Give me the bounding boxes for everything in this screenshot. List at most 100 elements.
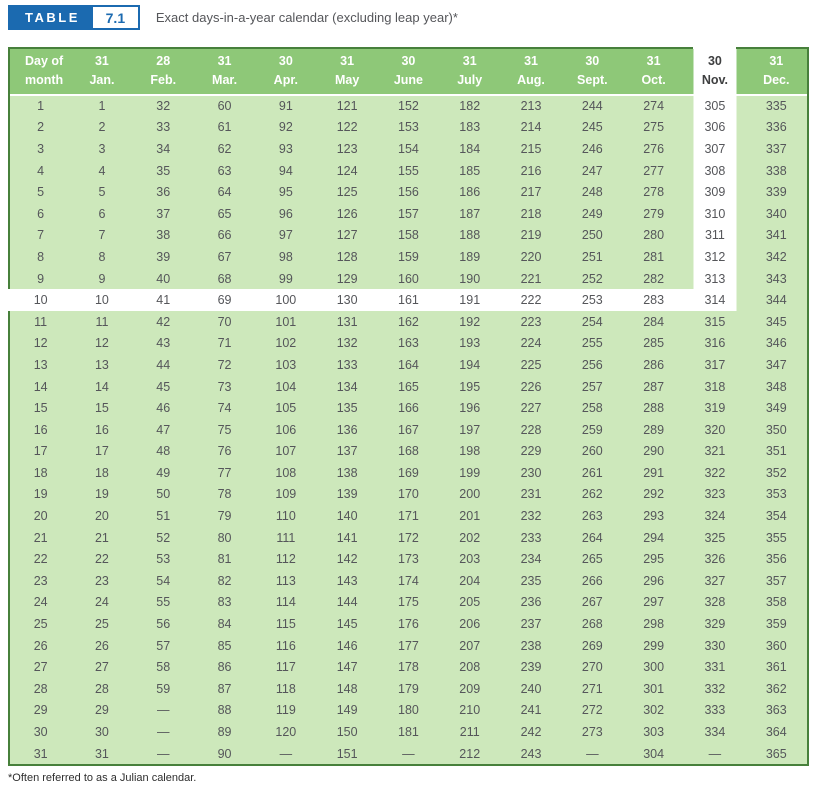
month-header-line: Apr. (273, 73, 298, 87)
day-of-year-cell: 46 (132, 397, 194, 419)
month-header-line: Oct. (641, 73, 666, 87)
day-of-year-cell: 13 (71, 354, 133, 376)
day-of-year-cell: 279 (622, 202, 685, 225)
day-number-cell: 2 (10, 116, 72, 139)
day-of-year-cell: 311 (684, 224, 746, 247)
day-of-year-cell: 44 (132, 354, 194, 376)
day-of-year-cell: 294 (622, 526, 685, 549)
day-of-year-cell: 215 (500, 138, 562, 160)
day-of-year-cell: 117 (255, 656, 317, 679)
day-of-year-cell: 232 (500, 505, 562, 527)
month-header-line: 31 (94, 54, 109, 68)
day-of-year-cell: 361 (745, 656, 807, 679)
day-of-month-header: Day of month (10, 49, 72, 96)
month-header-jan: 31 Jan. (71, 49, 133, 96)
day-of-year-cell: 209 (439, 678, 501, 700)
month-header-line: Feb. (150, 73, 177, 87)
day-number-cell: 22 (10, 548, 72, 571)
day-of-year-cell: 343 (745, 267, 807, 290)
table-row: 2 2 33 61 92 122 153 183 214 245 275 306 336 (10, 116, 807, 139)
day-of-year-cell: 43 (132, 332, 194, 355)
day-of-year-cell: 108 (255, 462, 317, 484)
day-of-year-cell: 48 (132, 440, 194, 463)
day-of-year-cell: 156 (377, 181, 440, 203)
month-header-line: June (393, 73, 424, 87)
day-of-year-cell: 264 (561, 526, 623, 549)
day-of-year-cell: 219 (500, 224, 562, 247)
day-of-year-cell: 282 (622, 267, 685, 290)
day-of-year-cell: 71 (193, 332, 256, 355)
day-of-year-cell: 249 (561, 202, 623, 225)
day-of-year-cell: 49 (132, 462, 194, 484)
day-of-year-cell: 352 (745, 462, 807, 484)
day-of-year-cell: 20 (71, 505, 133, 527)
day-of-year-cell: 15 (71, 397, 133, 419)
day-of-year-cell: 244 (561, 95, 623, 117)
table-row: 31 31—90—151—212 243—304—365 (10, 742, 807, 765)
month-header-line: 30 (585, 54, 600, 68)
day-of-year-cell: 105 (255, 397, 317, 419)
month-header-line: 28 (156, 54, 171, 68)
month-header-sept: 30 Sept. (561, 49, 623, 96)
day-of-year-cell: — (561, 742, 623, 765)
day-of-year-cell: 275 (622, 116, 685, 139)
day-number-cell: 4 (10, 159, 72, 182)
day-number-cell: 31 (10, 742, 72, 765)
day-of-year-cell: 136 (316, 418, 378, 441)
day-of-year-cell: 6 (71, 202, 133, 225)
month-header-line: 31 (462, 54, 477, 68)
day-of-year-cell: 187 (439, 202, 501, 225)
day-of-year-cell: 262 (561, 483, 623, 506)
day-of-year-cell: 251 (561, 246, 623, 268)
day-number-cell: 30 (10, 721, 72, 743)
day-of-year-cell: 173 (377, 548, 440, 571)
day-of-year-cell: 116 (255, 634, 317, 657)
day-of-year-cell: 235 (500, 570, 562, 592)
day-of-year-cell: 327 (684, 570, 746, 592)
day-of-year-cell: 332 (684, 678, 746, 700)
day-of-year-cell: 147 (316, 656, 378, 679)
day-of-year-cell: 41 (132, 289, 194, 311)
day-number-cell: 10 (7, 289, 72, 311)
day-of-year-cell: 72 (193, 354, 256, 376)
day-of-year-cell: 337 (745, 138, 807, 160)
day-of-year-cell: 291 (622, 462, 685, 484)
day-of-year-cell: 111 (255, 526, 317, 549)
day-of-year-cell: 293 (622, 505, 685, 527)
day-of-year-cell: 94 (255, 159, 317, 182)
day-of-year-cell: 133 (316, 354, 378, 376)
table-body: 1 1 32 60 91 121 152 182 213 244 274 305 335 2 2 33 61 92… (7, 95, 807, 765)
day-of-year-cell: 299 (622, 634, 685, 657)
day-of-year-cell: 19 (71, 483, 133, 506)
day-of-year-cell: 334 (684, 721, 746, 743)
day-of-year-cell: 3 (71, 138, 133, 160)
day-of-year-cell: 202 (439, 526, 501, 549)
table-footnote: *Often referred to as a Julian calendar. (8, 772, 197, 785)
day-of-year-cell: 12 (71, 332, 133, 355)
day-of-year-cell: 109 (255, 483, 317, 506)
day-of-year-cell: 220 (500, 246, 562, 268)
day-of-year-cell: 122 (316, 116, 378, 139)
day-of-year-cell: 184 (439, 138, 501, 160)
table-row: 19 19 50 78 109 139 170 200 231 262 292 323 353 (10, 483, 807, 506)
day-of-year-cell: 212 (439, 742, 501, 765)
day-of-year-cell: 360 (745, 634, 807, 657)
day-of-year-cell: 200 (439, 483, 501, 506)
day-of-year-cell: 2 (71, 116, 133, 139)
day-of-year-cell: 322 (684, 462, 746, 484)
table-number: 7.1 (92, 7, 138, 28)
day-of-year-cell: 134 (316, 375, 378, 398)
day-of-year-cell: 326 (684, 548, 746, 571)
table-row: 6 6 37 65 96 126 157 187 218 249 279 310 340 (10, 202, 807, 225)
day-of-year-cell: 278 (622, 181, 685, 203)
day-of-year-cell: 151 (316, 742, 378, 765)
day-of-year-cell: — (377, 742, 440, 765)
day-of-year-cell: 104 (255, 375, 317, 398)
table-row: 14 14 45 73 104 134 165 195 226 257 287 318 348 (10, 375, 807, 398)
day-of-year-cell: 303 (622, 721, 685, 743)
day-of-year-cell: 222 (500, 289, 562, 311)
day-of-year-cell: 110 (255, 505, 317, 527)
day-of-year-cell: 210 (439, 699, 501, 722)
day-of-year-cell: 347 (745, 354, 807, 376)
